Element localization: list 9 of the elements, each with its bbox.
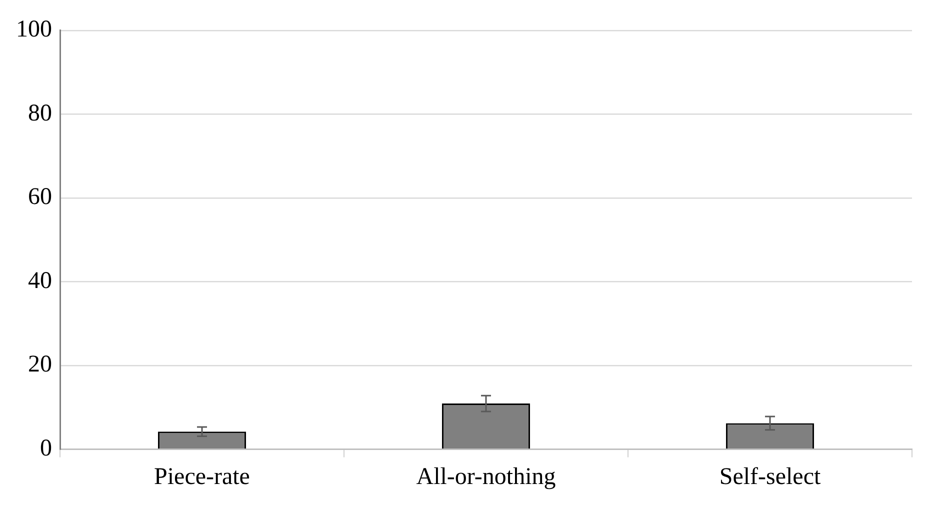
y-tick-label: 0 (40, 435, 52, 462)
x-tick-label: All-or-nothing (416, 464, 556, 490)
y-tick-label: 20 (28, 352, 52, 378)
y-tick-label: 40 (28, 268, 52, 294)
y-tick-label: 80 (28, 100, 52, 126)
y-tick-label: 60 (28, 184, 52, 210)
x-tick-label: Self-select (719, 464, 821, 490)
x-tick-label: Piece-rate (154, 464, 250, 490)
y-tick-label: 100 (16, 16, 52, 43)
